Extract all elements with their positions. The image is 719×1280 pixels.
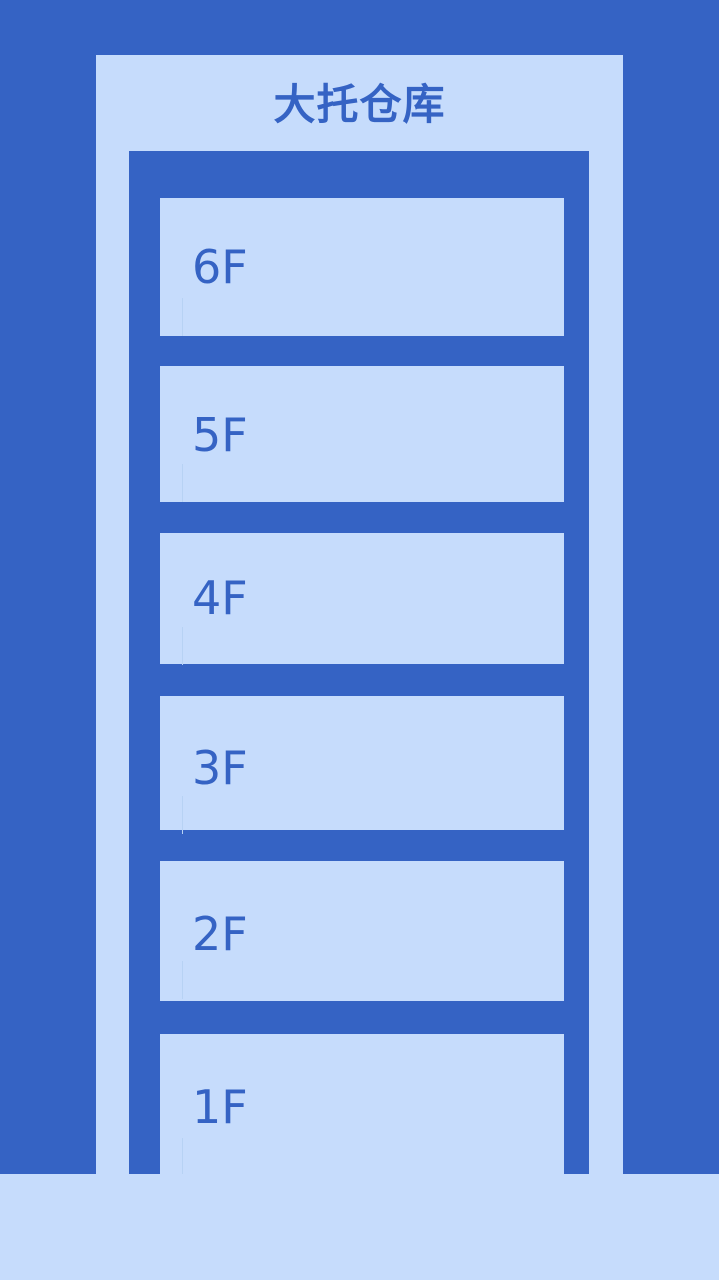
floor-divider [182,464,183,502]
floor-3f-button[interactable]: 3F [160,696,564,834]
floor-2f-button[interactable]: 2F [160,861,564,1001]
floor-label: 1F [192,1080,248,1134]
floor-label: 3F [192,741,248,795]
floor-divider [182,961,183,999]
floor-label: 2F [192,907,248,961]
floor-4f-button[interactable]: 4F [160,533,564,665]
floor-divider [182,298,183,336]
floor-5f-button[interactable]: 5F [160,366,564,502]
warehouse-title: 大托仓库 [273,80,446,129]
floor-1f-button[interactable]: 1F [160,1034,564,1176]
floor-divider [182,1138,183,1176]
ground-strip [0,1174,719,1280]
floor-label: 4F [192,571,248,625]
floor-label: 6F [192,240,248,294]
floor-divider [182,796,183,834]
floor-label: 5F [192,408,248,462]
floor-divider [182,627,183,665]
floor-6f-button[interactable]: 6F [160,198,564,336]
